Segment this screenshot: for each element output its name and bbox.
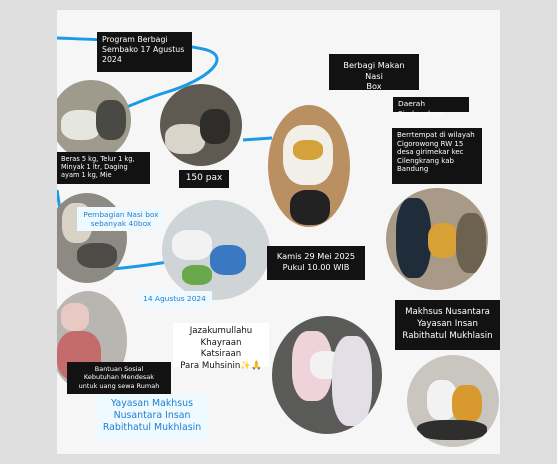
bantuan-label: Bantuan Sosial Kebutuhan Mendesak untuk … [78,365,160,390]
photo-sembako-bags [57,80,131,160]
agustus-box: 14 Agustus 2024 [137,291,212,307]
pembagian-box: Pembagian Nasi box sebanyak 40box [77,207,165,231]
daerah-label: Daerah Sindanglaya [398,99,444,118]
kamis-box: Kamis 29 Mei 2025 Pukul 10.00 WIB [267,246,365,280]
photo-nasi-boxes [162,200,270,300]
tempat-label: Berrtempat di wilayah Cigorowong RW 15 d… [397,131,475,174]
makhsus-dark-box: Makhsus Nusantara Yayasan Insan Rabithat… [395,300,500,350]
kamis-label: Kamis 29 Mei 2025 Pukul 10.00 WIB [276,251,356,272]
poster-canvas: Program Berbagi Sembako 17 Agustus 2024 … [57,10,500,454]
pax-box: 150 pax [179,170,229,188]
program-title-box: Program Berbagi Sembako 17 Agustus 2024 [97,32,192,72]
pembagian-label: Pembagian Nasi box sebanyak 40box [83,210,159,229]
yayasan-box: Yayasan Makhsus Nusantara Insan Rabithat… [95,394,209,440]
pax-label: 150 pax [185,173,223,183]
photo-nasi-box-handover [268,105,350,227]
yayasan-label: Yayasan Makhsus Nusantara Insan Rabithat… [102,398,202,434]
program-title: Program Berbagi Sembako 17 Agustus 2024 [102,35,185,65]
jazaku-label: Jazakumullahu Khayraan Katsiraan Para Mu… [180,326,262,371]
makan-title-box: Berbagi Makan Nasi Box [329,54,419,92]
tempat-box: Berrtempat di wilayah Cigorowong RW 15 d… [392,128,482,184]
agustus-label: 14 Agustus 2024 [143,294,206,303]
makan-title: Berbagi Makan Nasi Box [343,60,405,92]
daerah-box: Daerah Sindanglaya [393,97,469,118]
beras-box: Beras 5 kg, Telur 1 kg, Minyak 1 ltr, Da… [57,152,150,184]
bantuan-box: Bantuan Sosial Kebutuhan Mendesak untuk … [67,362,171,394]
curve-center [242,136,273,142]
beras-label: Beras 5 kg, Telur 1 kg, Minyak 1 ltr, Da… [61,155,135,180]
photo-volunteers-boxes [386,188,488,290]
photo-distribution-crowd [160,84,242,166]
jazaku-box: Jazakumullahu Khayraan Katsiraan Para Mu… [173,323,269,371]
makhsus-dark-label: Makhsus Nusantara Yayasan Insan Rabithat… [402,307,493,342]
photo-food-delivery [272,316,382,434]
photo-stacked-boxes [407,355,499,447]
